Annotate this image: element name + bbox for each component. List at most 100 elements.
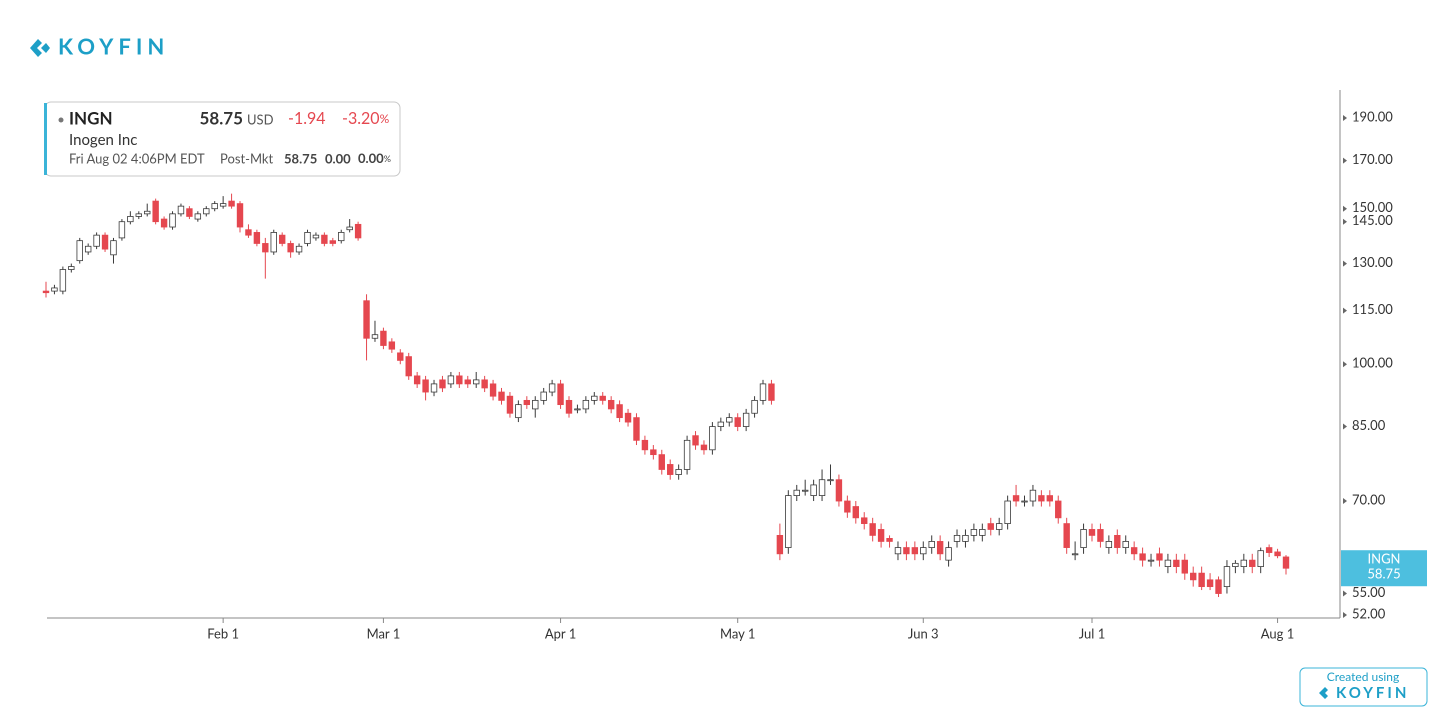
y-tick — [1343, 423, 1347, 430]
candle-body — [270, 232, 277, 253]
candle-body — [42, 290, 50, 294]
candle-body — [405, 356, 412, 377]
x-tick-label: May 1 — [720, 625, 755, 641]
candle-body — [852, 506, 859, 519]
candle-body — [742, 412, 750, 427]
currency: USD — [247, 111, 274, 127]
candle-body — [1257, 550, 1264, 567]
candle-body — [59, 269, 67, 292]
candle-body — [1223, 566, 1231, 588]
candle-body — [1038, 495, 1045, 502]
candle-body — [624, 412, 632, 423]
candle-body — [211, 203, 218, 210]
candle-body — [607, 399, 615, 410]
candle-body — [1274, 551, 1281, 557]
candle-body — [489, 383, 497, 397]
candle-body — [456, 375, 463, 385]
candle-body — [548, 383, 556, 393]
candle-body — [861, 517, 868, 524]
candle-body — [844, 500, 851, 513]
candle-body — [338, 232, 345, 242]
y-tick — [1343, 590, 1347, 597]
candle-body — [295, 245, 303, 253]
candle-body — [127, 216, 134, 223]
candle-body — [1004, 500, 1011, 524]
y-tick-label: 55.00 — [1352, 584, 1386, 600]
y-tick-label: 52.00 — [1352, 605, 1386, 621]
candle-body — [793, 489, 800, 496]
candle-body — [287, 243, 294, 253]
candle-body — [877, 529, 885, 542]
candle-body — [700, 444, 708, 451]
candle-body — [683, 439, 691, 470]
candle-body — [1240, 559, 1248, 567]
candle-body — [911, 547, 919, 555]
session: Post-Mkt — [220, 150, 274, 166]
candle-body — [51, 287, 58, 292]
ticker: INGN — [69, 107, 113, 128]
candle-body — [110, 240, 117, 256]
candle-body — [84, 245, 92, 253]
candle-body — [1122, 541, 1129, 548]
candle-body — [532, 399, 539, 410]
candle-body — [1063, 523, 1070, 548]
candle-body — [439, 379, 446, 389]
candle-body — [464, 379, 471, 385]
candle-body — [68, 266, 75, 270]
candle-body — [650, 449, 657, 456]
candle-body — [144, 210, 151, 215]
post-pct-value: 0.00 — [358, 150, 384, 166]
price-tag — [1341, 550, 1427, 587]
candle-body — [768, 383, 775, 401]
y-tick — [1343, 157, 1347, 164]
candle-body — [726, 417, 733, 423]
candle-body — [1130, 547, 1138, 555]
y-tick-label: 170.00 — [1352, 151, 1393, 167]
candle-body — [599, 395, 606, 401]
y-tick-label: 70.00 — [1352, 491, 1386, 507]
y-tick-label: 115.00 — [1352, 301, 1393, 317]
candle-body — [253, 232, 261, 244]
candle-body — [93, 234, 100, 247]
quote-box: INGN 58.75 USD -1.94 -3.20% Inogen Inc F… — [44, 101, 401, 177]
candle-body — [354, 223, 362, 239]
candle-body — [987, 523, 994, 530]
candle-body — [397, 352, 404, 361]
candle-body — [970, 529, 978, 536]
candle-body — [278, 234, 286, 244]
candle-body — [928, 541, 935, 548]
candle-body — [413, 375, 421, 385]
x-tick-label: Apr 1 — [545, 625, 576, 641]
candle-body — [1012, 495, 1020, 502]
x-tick-label: Mar 1 — [367, 625, 401, 641]
badge-frame — [1299, 667, 1428, 707]
candle-body — [734, 417, 741, 427]
candle-body — [565, 399, 573, 414]
candle-body — [835, 479, 843, 502]
y-tick-label: 145.00 — [1352, 212, 1393, 228]
y-tick-label: 100.00 — [1352, 355, 1393, 371]
x-tick-label: Feb 1 — [207, 625, 239, 641]
candle-body — [194, 213, 202, 220]
candle-body — [422, 379, 429, 393]
y-tick-label: 130.00 — [1352, 254, 1393, 270]
candle-body — [1114, 534, 1121, 548]
candle-body — [1265, 547, 1273, 553]
candle-body — [886, 538, 893, 542]
candle-body — [523, 399, 531, 406]
candle-body — [920, 547, 927, 555]
pct-sign: % — [384, 153, 391, 164]
change: -1.94 — [288, 109, 326, 128]
candle-body — [135, 213, 142, 217]
change-pct: -3.20% — [342, 109, 390, 128]
y-tick-label: 85.00 — [1352, 417, 1386, 433]
candle-body — [304, 232, 311, 244]
badge-icon — [1319, 687, 1328, 699]
post-price: 58.75 — [284, 150, 317, 166]
candle-body — [245, 229, 252, 236]
candle-body — [827, 479, 834, 482]
company-name: Inogen Inc — [69, 131, 137, 149]
candle-body — [995, 523, 1003, 530]
candle-body — [1029, 489, 1037, 502]
